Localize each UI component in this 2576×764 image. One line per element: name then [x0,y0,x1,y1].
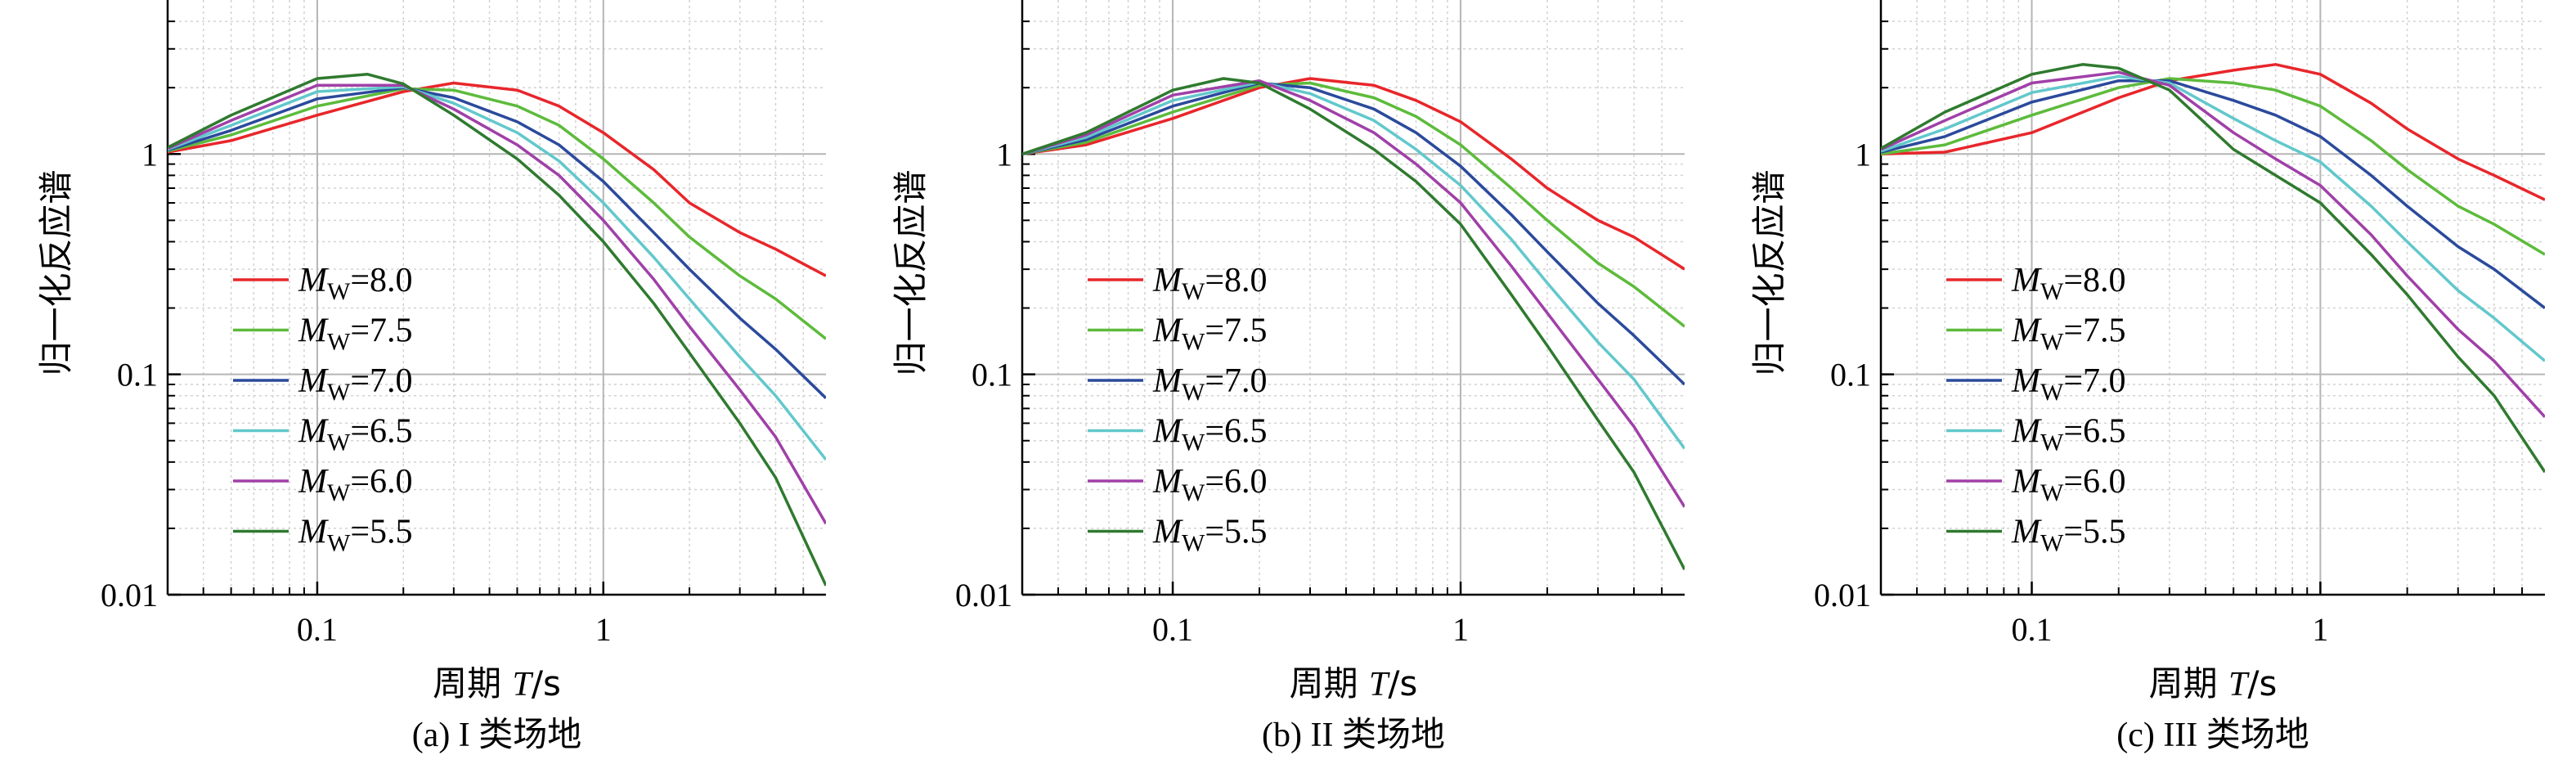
x-axis-title: 周期 T/s [2149,663,2278,703]
series-line-5 [1022,79,1685,508]
series-line-6 [168,73,826,586]
x-axis-title: 周期 T/s [433,663,561,703]
x-tick-label: 1 [2312,611,2328,648]
x-tick-label: 0.1 [297,611,338,648]
y-tick-label: 0.1 [117,357,158,393]
panel-caption: (b) II 类场地 [1262,714,1445,754]
chart-panel-2: 0.1 1 0.01 0.1 1 MW=8.0 MW=7.5 MW=7.0 MW=6.5 MW=6… [891,0,1685,754]
legend-label-6: MW=5.5 [298,514,413,557]
y-tick-label: 0.1 [1830,357,1871,393]
legend-label-4: MW=6.5 [298,413,413,456]
x-axis-title: 周期 T/s [1290,663,1418,703]
y-axis-title: 归一化反应谱 [36,169,76,375]
series-line-3 [168,86,826,399]
series-line-5 [168,83,826,525]
series-lines [168,73,826,586]
y-tick-label: 0.1 [972,357,1012,393]
legend-label-5: MW=6.0 [1152,463,1268,506]
x-tick-label: 0.1 [1152,611,1193,648]
y-tick-label: 0.01 [1814,577,1871,613]
y-tick-label: 1 [996,136,1012,173]
legend: MW=8.0 MW=7.5 MW=7.0 MW=6.5 MW=6.0 MW=5.5 [1946,262,2126,557]
series-line-6 [1022,77,1685,571]
series-line-5 [1881,70,2545,418]
series-line-4 [1022,80,1685,450]
series-lines [1022,77,1685,571]
y-tick-label: 0.01 [101,577,158,613]
y-tick-label: 1 [141,136,158,173]
series-line-1 [168,81,826,277]
legend: MW=8.0 MW=7.5 MW=7.0 MW=6.5 MW=6.0 MW=5.5 [233,262,413,557]
series-lines [1881,63,2545,474]
legend-label-1: MW=8.0 [2011,262,2126,305]
panel-caption: (c) III 类场地 [2116,714,2309,754]
y-axis-title: 归一化反应谱 [891,169,931,375]
legend-label-1: MW=8.0 [1152,262,1268,305]
legend-label-1: MW=8.0 [298,262,413,305]
series-line-1 [1881,63,2545,201]
legend-label-2: MW=7.5 [298,312,413,356]
legend-label-6: MW=5.5 [2011,514,2126,557]
series-line-1 [1022,77,1685,271]
panel-caption: (a) I 类场地 [412,714,582,754]
x-tick-label: 1 [595,611,612,648]
legend-label-5: MW=6.0 [2011,463,2126,506]
grid [1022,0,1685,595]
legend-label-6: MW=5.5 [1152,514,1268,557]
series-line-3 [1022,81,1685,386]
series-line-4 [1881,74,2545,362]
series-line-2 [168,87,826,340]
y-tick-label: 1 [1855,136,1871,173]
chart-panel-3: 0.1 1 0.01 0.1 1 MW=8.0 MW=7.5 MW=7.0 MW=6.5 MW=6… [1749,0,2545,754]
legend-label-2: MW=7.5 [1152,312,1268,356]
legend: MW=8.0 MW=7.5 MW=7.0 MW=6.5 MW=6.0 MW=5.5 [1088,262,1268,557]
series-line-6 [1881,63,2545,474]
x-tick-label: 1 [1452,611,1469,648]
legend-label-3: MW=7.0 [1152,362,1268,406]
legend-label-2: MW=7.5 [2011,312,2126,356]
series-line-2 [1881,77,2545,256]
grid [1881,0,2545,595]
legend-label-5: MW=6.0 [298,463,413,506]
series-line-4 [168,85,826,461]
y-axis-title: 归一化反应谱 [1749,169,1789,375]
legend-label-4: MW=6.5 [2011,413,2126,456]
series-line-2 [1022,81,1685,328]
series-line-3 [1881,79,2545,309]
legend-label-4: MW=6.5 [1152,413,1268,456]
legend-label-3: MW=7.0 [298,362,413,406]
y-tick-label: 0.01 [955,577,1012,613]
legend-label-3: MW=7.0 [2011,362,2126,406]
x-tick-label: 0.1 [2012,611,2053,648]
chart-panel-1: 0.1 1 0.01 0.1 1 MW=8.0 MW=7.5 MW=7.0 MW=6.5 MW=6… [36,0,826,754]
